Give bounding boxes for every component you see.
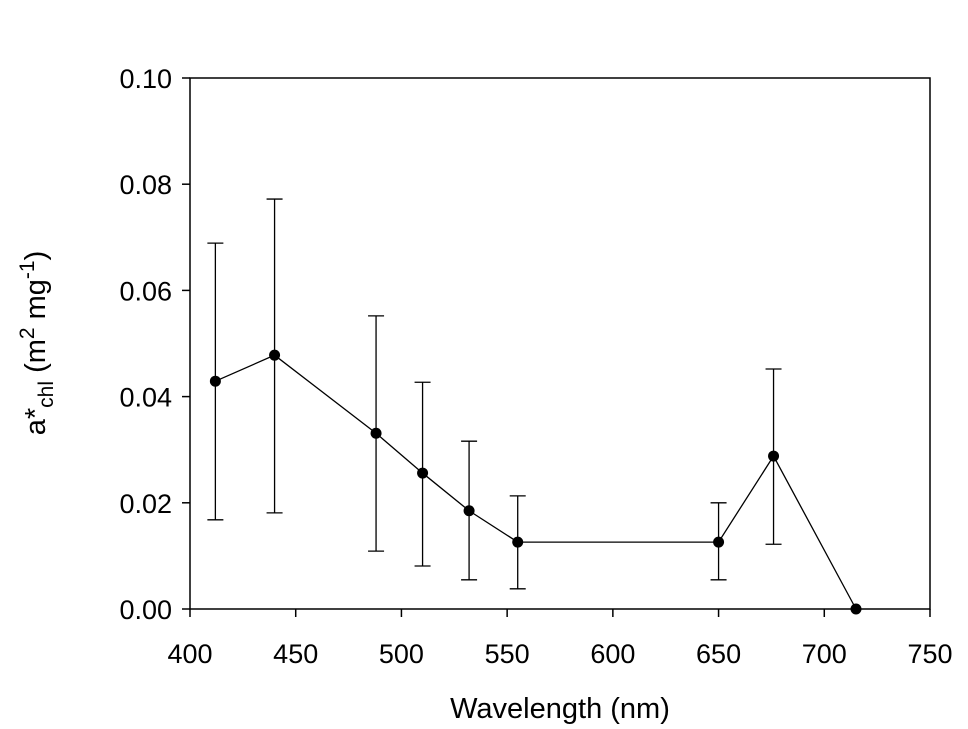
y-axis: 0.00 0.02 0.04 0.06 0.08 0.10 xyxy=(119,64,190,625)
x-tick-label: 450 xyxy=(273,639,318,669)
x-tick-label: 400 xyxy=(167,639,212,669)
y-tick-label: 0.00 xyxy=(119,595,172,625)
data-point xyxy=(463,505,475,517)
data-point xyxy=(370,427,382,439)
data-series xyxy=(207,198,862,615)
x-axis-label: Wavelength (nm) xyxy=(450,693,670,725)
y-tick-label: 0.10 xyxy=(119,64,172,94)
x-tick-label: 750 xyxy=(907,639,952,669)
y-tick-label: 0.06 xyxy=(119,276,172,306)
plot-frame xyxy=(189,77,931,610)
data-point xyxy=(269,349,281,361)
x-tick-label: 600 xyxy=(590,639,635,669)
y-tick-label: 0.08 xyxy=(119,170,172,200)
data-point xyxy=(209,375,221,387)
x-tick-label: 500 xyxy=(379,639,424,669)
y-tick-label: 0.02 xyxy=(119,489,172,519)
y-tick-label: 0.04 xyxy=(119,383,172,413)
series-line xyxy=(215,354,857,610)
y-axis-label: a*chl (m2 mg-1) xyxy=(16,251,58,436)
x-tick-label: 550 xyxy=(485,639,530,669)
data-point xyxy=(512,536,524,548)
x-axis: 400 450 500 550 600 650 700 750 xyxy=(167,609,953,669)
data-point xyxy=(850,603,862,615)
x-tick-label: 650 xyxy=(696,639,741,669)
data-point xyxy=(768,450,780,462)
data-point xyxy=(417,467,429,479)
data-point xyxy=(713,536,725,548)
x-tick-label: 700 xyxy=(802,639,847,669)
